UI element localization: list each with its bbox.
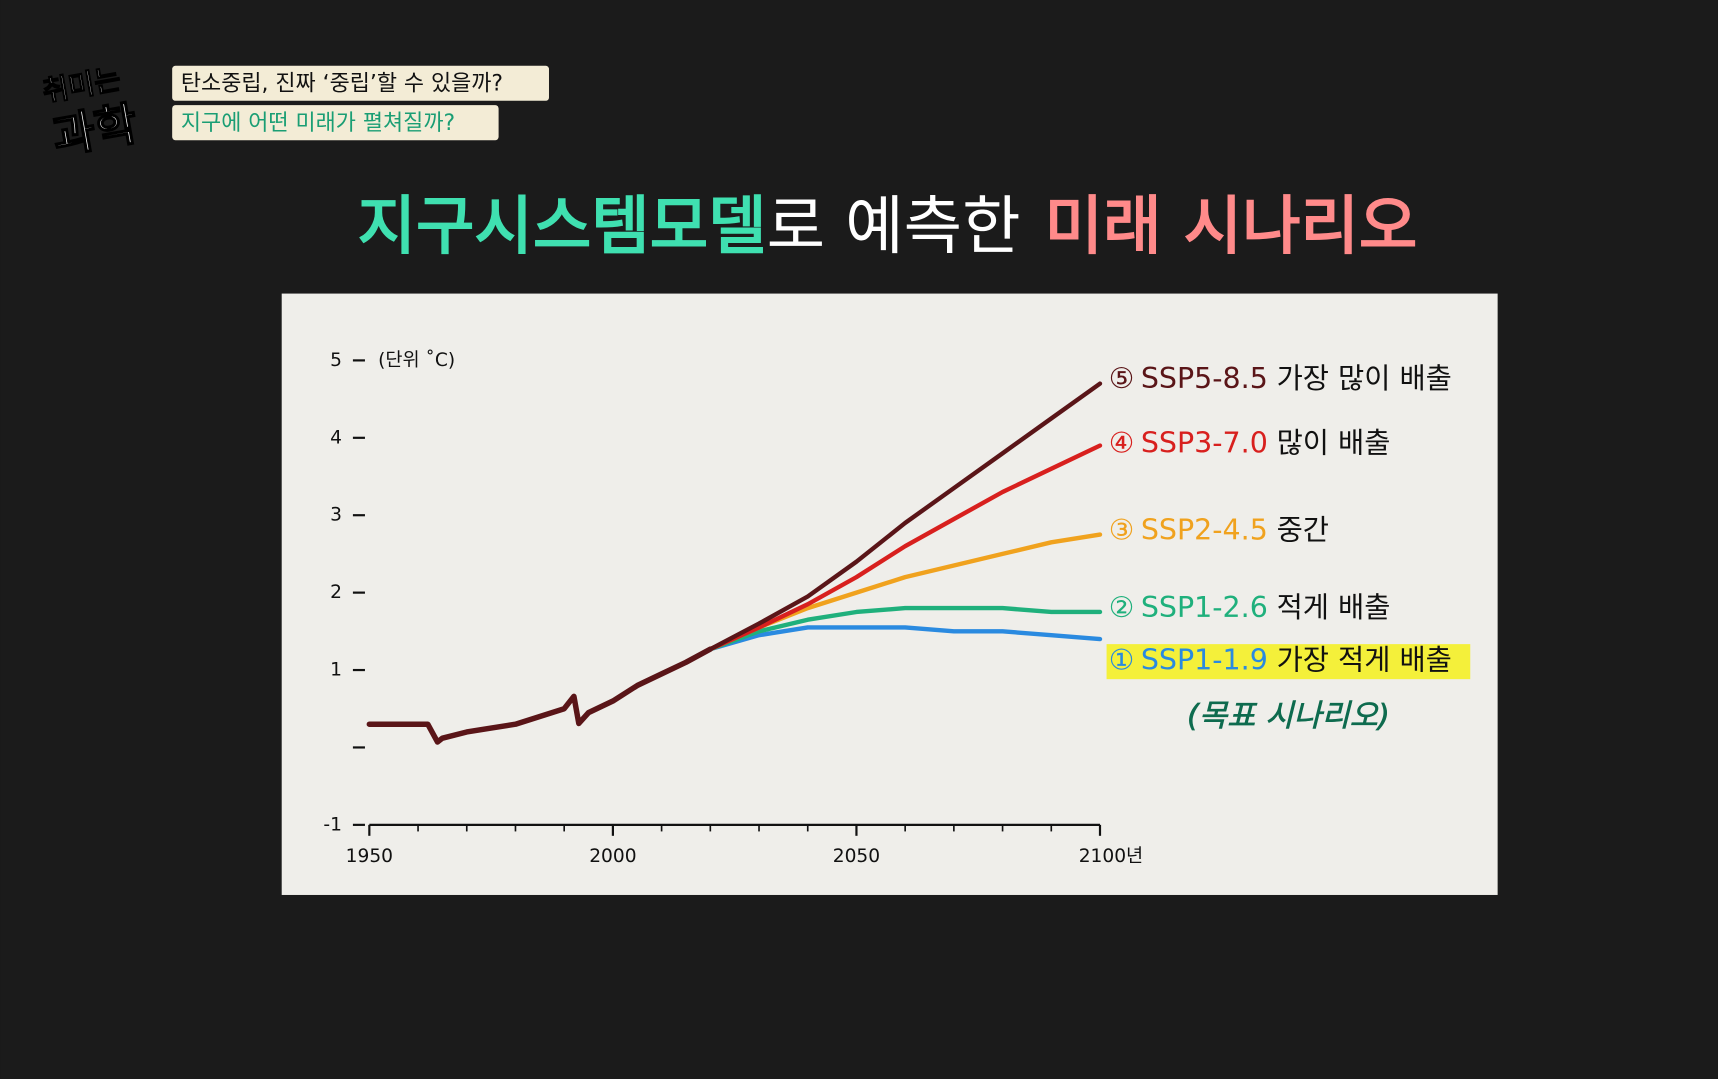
series-marker: ① <box>1109 644 1135 677</box>
series-label: ② SSP1-2.6 적게 배출 <box>1109 591 1391 624</box>
title-part: 지구시스템모델 <box>358 189 767 263</box>
series-name: SSP1-2.6 <box>1141 591 1268 624</box>
series-label: ③ SSP2-4.5 중간 <box>1109 513 1329 546</box>
title-part: 로 예측한 <box>767 189 1021 263</box>
series-label: ⑤ SSP5-8.5 가장 많이 배출 <box>1109 362 1452 395</box>
main-title: 지구시스템모델로 예측한 미래 시나리오 <box>358 189 1418 263</box>
series-label: ① SSP1-1.9 가장 적게 배출 <box>1109 644 1452 677</box>
series-label: ④ SSP3-7.0 많이 배출 <box>1109 427 1391 460</box>
highlight <box>1106 644 1471 680</box>
annotation: (목표 시나리오) <box>1187 699 1390 734</box>
x-tick-label: 2000 <box>589 846 636 867</box>
y-tick-label: 2 <box>330 582 342 603</box>
y-tick-label: 1 <box>330 660 342 681</box>
series-desc: 가장 많이 배출 <box>1277 362 1452 395</box>
data-line <box>366 646 714 745</box>
data-line <box>708 443 1103 652</box>
series-name: SSP1-1.9 <box>1141 644 1268 677</box>
series-name: SSP2-4.5 <box>1141 513 1268 546</box>
data-line <box>708 381 1103 652</box>
logo: 취미는 과학 <box>39 62 142 165</box>
y-axis-label: (단위 ˚C) <box>378 349 455 371</box>
x-tick-label: 2100년 <box>1079 846 1143 867</box>
headline-chip <box>172 105 499 141</box>
y-tick-label: -1 <box>323 814 342 835</box>
series-desc: 적게 배출 <box>1277 591 1391 624</box>
series-marker: ② <box>1109 591 1135 624</box>
series-marker: ⑤ <box>1109 362 1135 395</box>
series-name: SSP5-8.5 <box>1141 362 1268 395</box>
series-name: SSP3-7.0 <box>1141 427 1268 460</box>
series-desc: 가장 적게 배출 <box>1277 644 1452 677</box>
data-line <box>708 605 1103 652</box>
x-tick-label: 2050 <box>833 846 880 867</box>
series-marker: ③ <box>1109 513 1135 546</box>
series-desc: 중간 <box>1277 513 1329 546</box>
headline-chip <box>172 65 549 101</box>
series-desc: 많이 배출 <box>1277 427 1391 460</box>
x-tick-label: 1950 <box>346 846 393 867</box>
y-tick-label: 5 <box>330 350 342 371</box>
headline: 탄소중립, 진짜 ‘중립’할 수 있을까? <box>181 71 503 96</box>
y-tick-label: 4 <box>330 427 342 448</box>
data-line <box>708 625 1103 652</box>
chart-paper <box>281 293 1498 895</box>
headline: 지구에 어떤 미래가 펼쳐질까? <box>181 111 455 136</box>
title-part: 미래 시나리오 <box>1045 189 1418 263</box>
y-tick-label: 3 <box>330 505 342 526</box>
series-marker: ④ <box>1109 427 1135 460</box>
